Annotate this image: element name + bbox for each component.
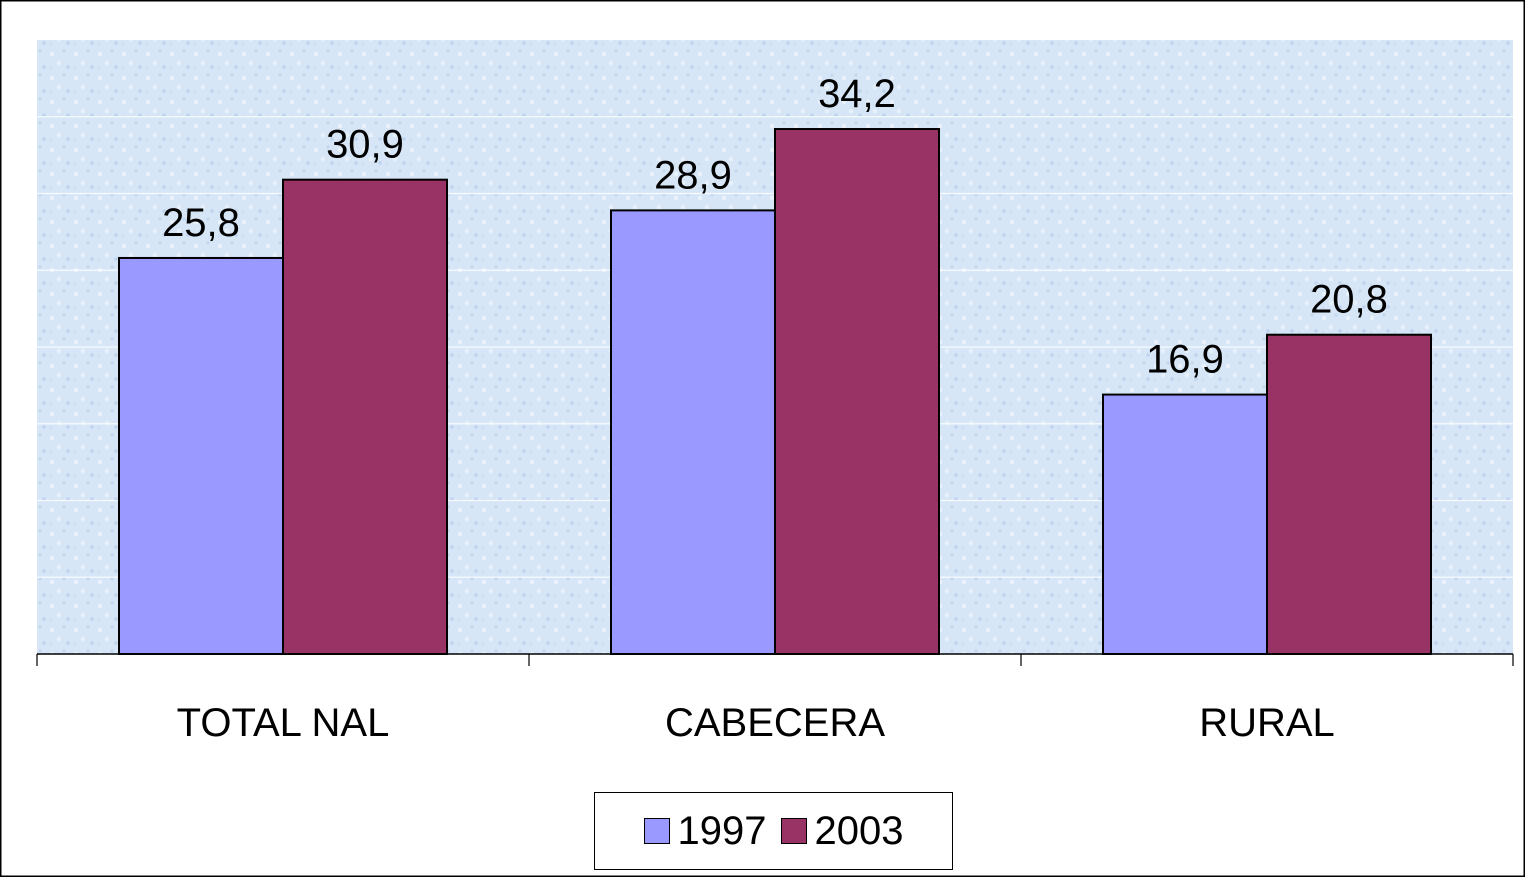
value-label-2003-cabecera: 34,2 [818, 72, 896, 116]
x-axis [36, 653, 1514, 666]
bar-2003-rural [1266, 333, 1432, 655]
legend-swatch-1997 [643, 818, 670, 844]
value-label-1997-rural: 16,9 [1146, 338, 1224, 382]
bar-1997-total-nal [118, 256, 284, 655]
legend: 1997 2003 [594, 792, 953, 870]
legend-item-2003: 2003 [780, 809, 904, 853]
category-label-rural: RURAL [1199, 701, 1335, 745]
value-label-1997-cabecera: 28,9 [654, 153, 732, 197]
bar-1997-cabecera [610, 209, 776, 655]
bar-2003-cabecera [774, 128, 940, 655]
value-labels: 25,8 30,9 28,9 34,2 16,9 20,8 [162, 72, 1388, 382]
legend-label-1997: 1997 [677, 809, 767, 853]
value-label-2003-rural: 20,8 [1310, 278, 1388, 322]
legend-item-1997: 1997 [643, 809, 767, 853]
value-label-1997-total-nal: 25,8 [162, 201, 240, 245]
bar-2003-total-nal [282, 178, 448, 655]
category-labels: TOTAL NAL CABECERA RURAL [177, 701, 1335, 745]
value-label-2003-total-nal: 30,9 [326, 123, 404, 167]
bar-1997-rural [1102, 393, 1268, 655]
legend-swatch-2003 [780, 818, 807, 844]
legend-label-2003: 2003 [814, 809, 904, 853]
category-label-cabecera: CABECERA [665, 701, 885, 745]
category-label-total-nal: TOTAL NAL [177, 701, 390, 745]
